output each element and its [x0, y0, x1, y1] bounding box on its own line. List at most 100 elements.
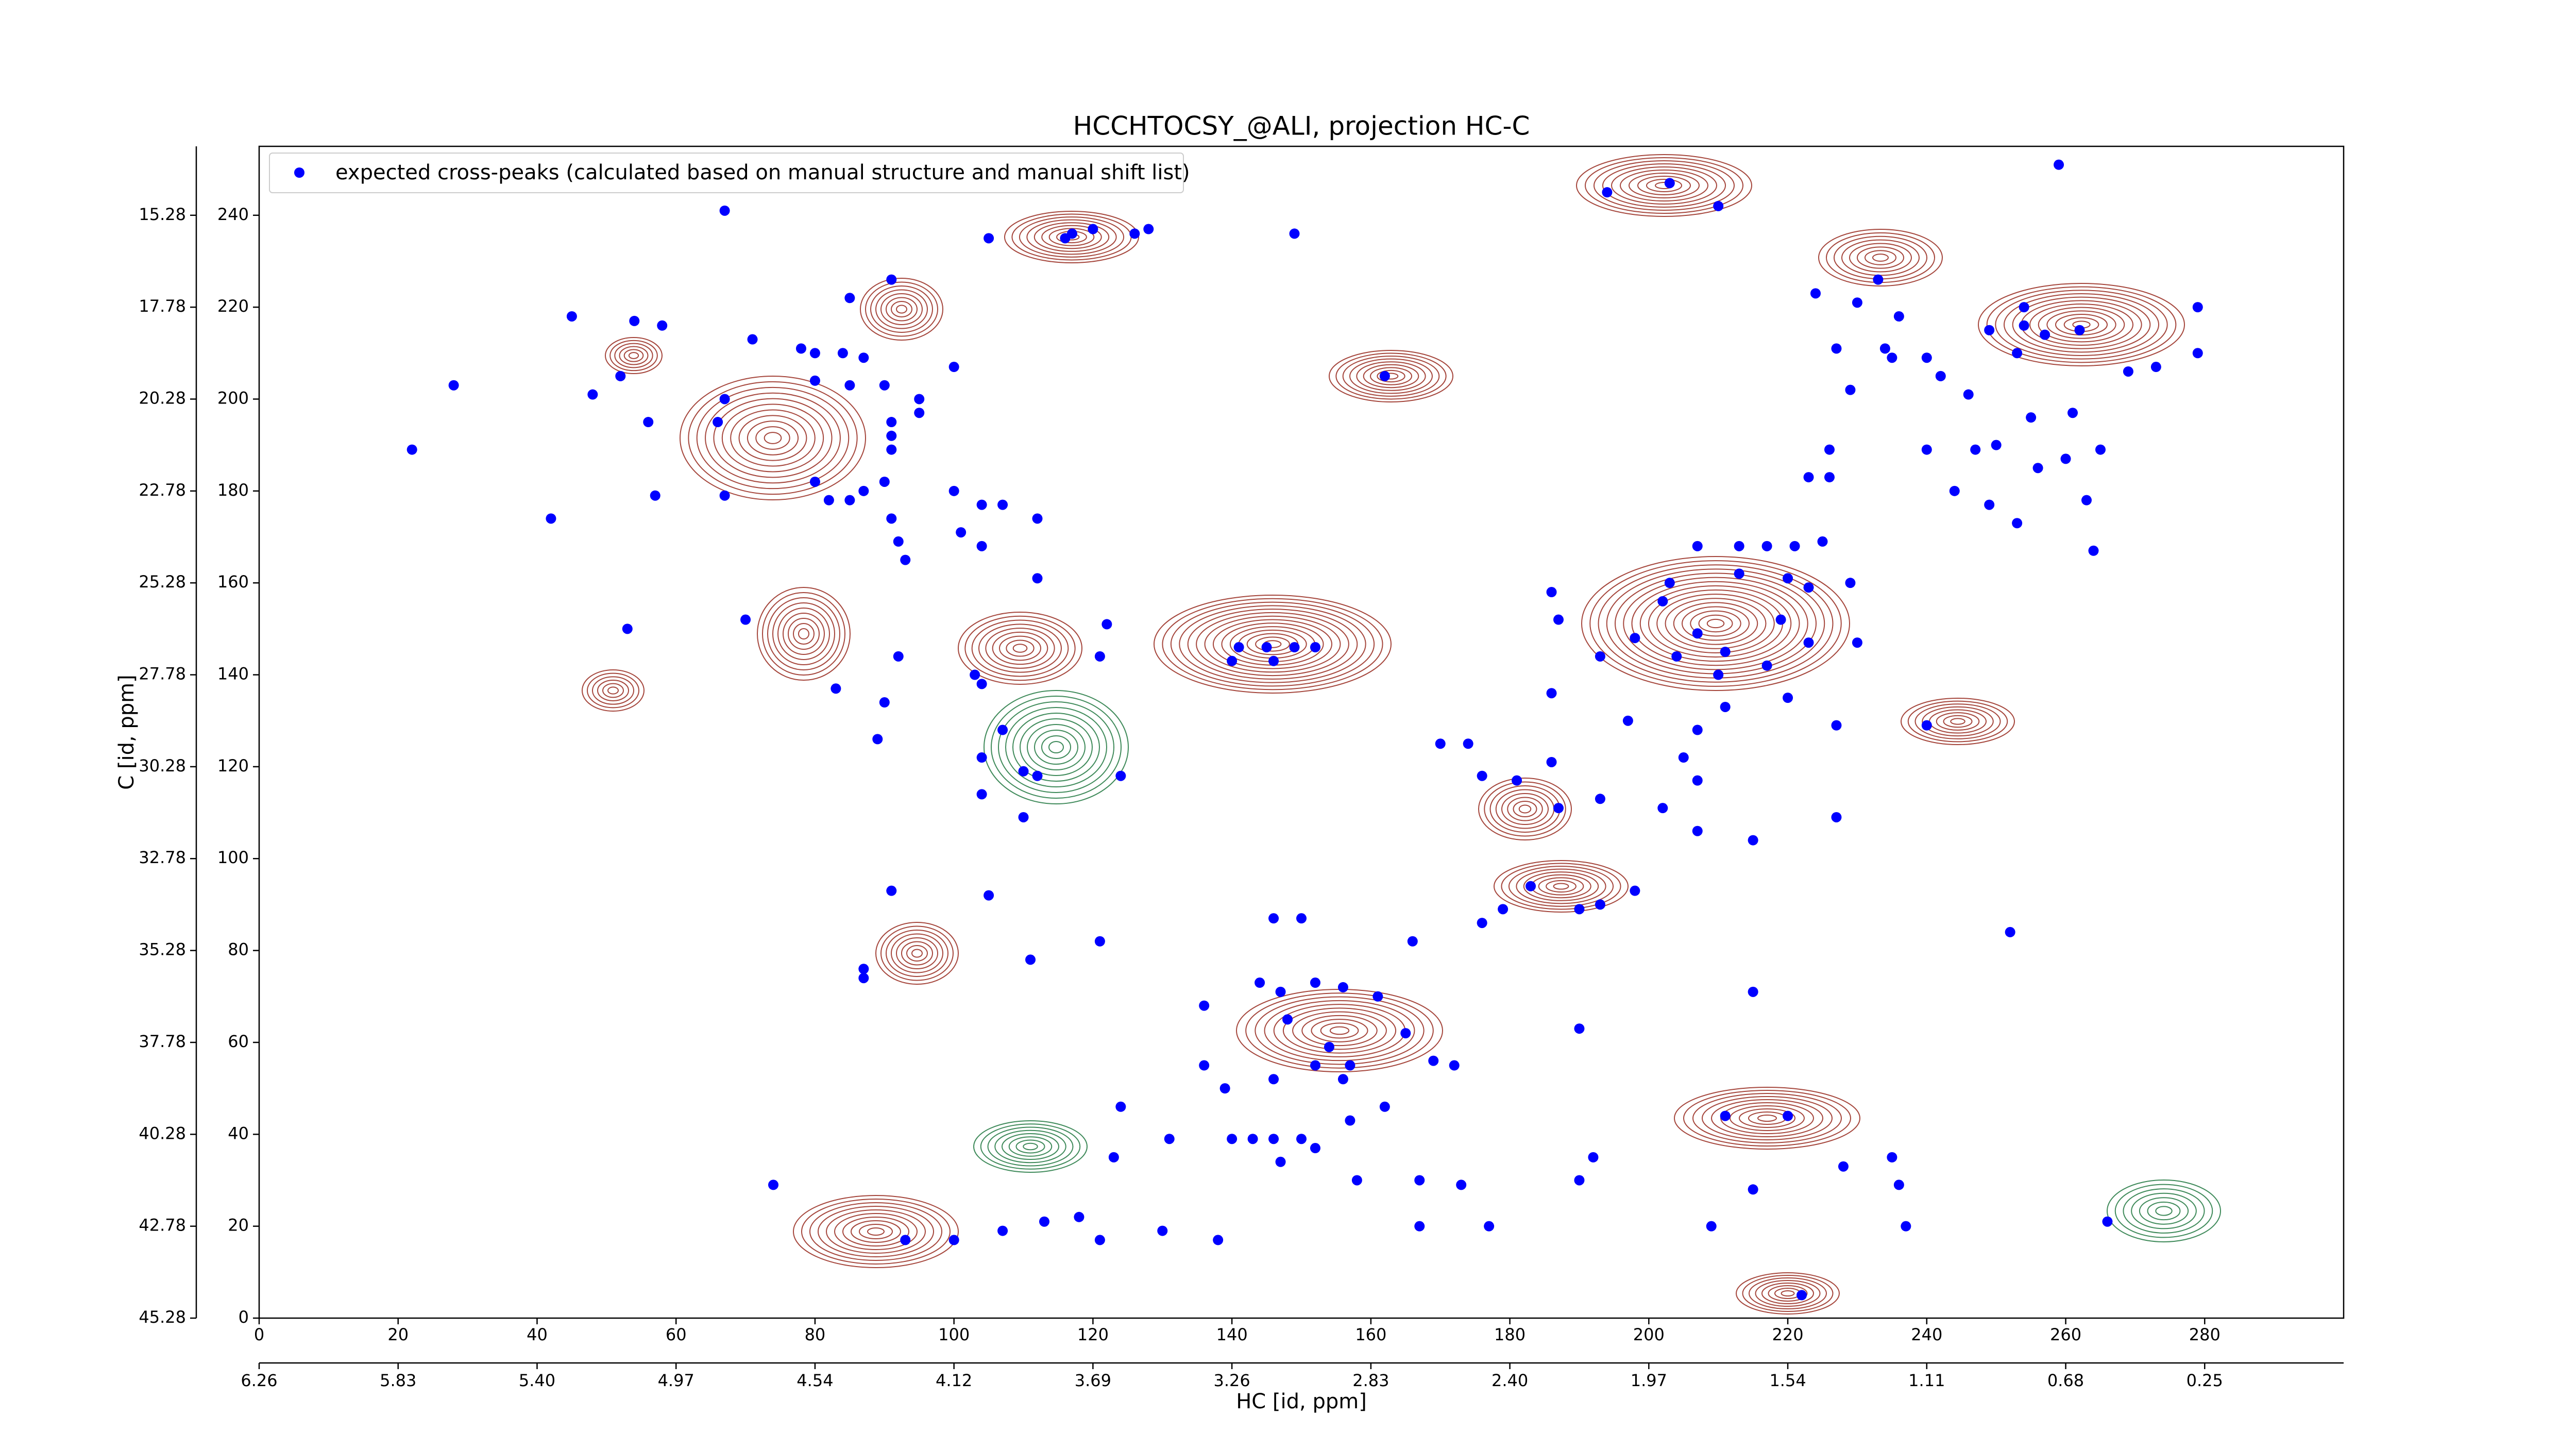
contour-line: [2038, 307, 2125, 343]
cross-peak: [1783, 573, 1793, 584]
cross-peak: [1692, 825, 1703, 836]
contour-line: [1656, 594, 1775, 653]
x-tick-label: 120: [1077, 1325, 1109, 1344]
contour-line: [757, 587, 851, 681]
contour-line: [1154, 595, 1392, 694]
cross-peak: [1901, 1221, 1911, 1232]
cross-peak: [1761, 541, 1772, 551]
contour-line: [1692, 1093, 1842, 1143]
contour-line: [1048, 228, 1095, 246]
contour-line: [1020, 718, 1093, 776]
cross-peak: [1720, 646, 1731, 657]
cross-peak: [1143, 224, 1154, 234]
y2-tick-label: 45.28: [139, 1307, 186, 1327]
cross-peak: [1546, 756, 1557, 767]
cross-peak: [1720, 1110, 1731, 1121]
cross-peak: [1379, 1101, 1390, 1112]
contour-line: [1978, 283, 2185, 366]
cross-peak: [1414, 1221, 1425, 1232]
contour-line: [1012, 713, 1100, 782]
y2-tick-label: 22.78: [139, 480, 186, 500]
contour-line: [860, 278, 943, 341]
contour-line: [1950, 718, 1965, 725]
y2-tick-label: 40.28: [139, 1123, 186, 1143]
cross-peak: [1066, 228, 1077, 239]
contour-line: [614, 343, 653, 368]
cross-peak: [2192, 302, 2203, 313]
contour-line: [1292, 1011, 1387, 1050]
contour-line: [978, 624, 1062, 673]
contour-line: [870, 285, 933, 333]
y-tick-label: 220: [217, 296, 249, 316]
cross-peak: [1810, 288, 1821, 299]
contour-line: [1170, 601, 1375, 687]
x2-tick-label: 3.69: [1075, 1371, 1111, 1390]
contour-line: [1008, 1136, 1053, 1157]
cross-peak: [1803, 472, 1814, 483]
cross-peak: [1879, 343, 1890, 354]
cross-peak: [1921, 720, 1932, 731]
contour-line: [1002, 1133, 1059, 1160]
cross-peak: [587, 389, 598, 400]
contour-line: [609, 340, 658, 372]
cross-peak: [1484, 1221, 1495, 1232]
cross-peak: [1831, 812, 1842, 822]
cross-peak: [1526, 881, 1536, 891]
contour-line: [901, 941, 933, 966]
cross-peak: [1678, 752, 1689, 763]
x-tick-label: 280: [2189, 1325, 2221, 1344]
cross-peak: [1310, 1143, 1320, 1154]
cross-peak: [1630, 885, 1640, 896]
contour-line: [1611, 166, 1717, 205]
cross-peak: [1664, 178, 1675, 189]
cross-peak: [1574, 904, 1585, 915]
cross-peak: [2123, 366, 2133, 377]
cross-peak: [837, 348, 848, 359]
contour-line: [1204, 615, 1341, 673]
cross-peak: [844, 380, 855, 391]
cross-peak: [984, 890, 994, 901]
cross-peak: [2102, 1216, 2113, 1227]
cross-peak: [1553, 803, 1564, 814]
cross-peak: [956, 527, 967, 538]
cross-peak: [997, 1225, 1008, 1236]
contour-layer: [582, 154, 2221, 1315]
x2-tick-label: 5.40: [519, 1371, 555, 1390]
cross-peak: [1074, 1211, 1084, 1222]
legend-box: [269, 153, 1184, 193]
contour-line: [896, 305, 907, 314]
cross-peak: [1664, 578, 1675, 588]
contour-line: [628, 352, 639, 359]
contour-line: [1943, 715, 1973, 728]
cross-peak: [1025, 954, 1036, 965]
cross-peak: [1268, 655, 1279, 666]
cross-peak: [1949, 485, 1960, 496]
cross-peak: [2054, 159, 2064, 170]
y-tick-label: 0: [239, 1307, 249, 1327]
contour-line: [587, 672, 639, 709]
contour-line: [1501, 863, 1621, 910]
cross-peak: [719, 205, 730, 216]
cross-peak: [1838, 1161, 1849, 1172]
cross-peak: [948, 362, 959, 373]
contour-line: [851, 1220, 901, 1243]
contour-line: [1576, 154, 1752, 217]
cross-peak: [566, 311, 577, 322]
cross-peak: [1261, 642, 1272, 653]
cross-peak: [976, 789, 987, 800]
contour-line: [886, 297, 918, 322]
cross-peak: [1824, 444, 1835, 455]
cross-peak: [1345, 1115, 1355, 1126]
contour-line: [705, 392, 841, 484]
contour-line: [992, 631, 1048, 665]
cross-peak: [1268, 913, 1279, 924]
cross-peak: [2067, 408, 2078, 418]
contour-line: [793, 1195, 959, 1268]
cross-peak: [448, 380, 459, 391]
contour-line: [1501, 793, 1549, 825]
cross-peak: [879, 697, 890, 708]
contour-line: [891, 933, 943, 973]
contour-line: [1282, 1007, 1397, 1054]
x-tick-label: 60: [666, 1325, 687, 1344]
cross-peak: [615, 370, 626, 381]
